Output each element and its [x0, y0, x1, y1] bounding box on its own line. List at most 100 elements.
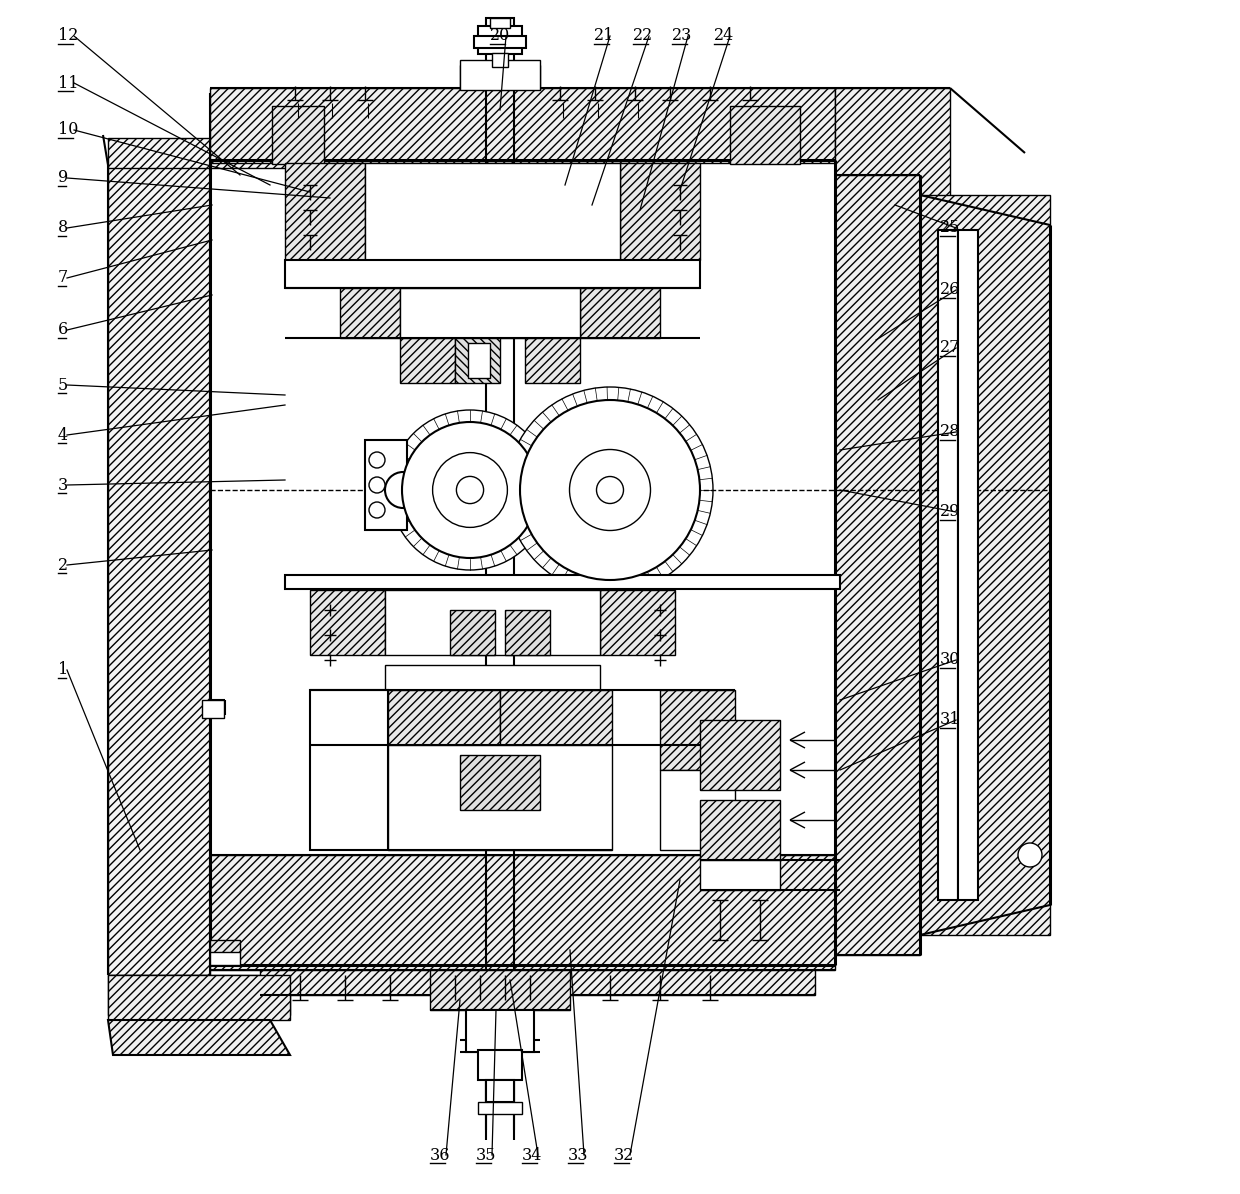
Text: 35: 35 — [476, 1146, 496, 1163]
Bar — [210, 88, 835, 164]
Circle shape — [402, 421, 538, 558]
Bar — [525, 338, 580, 383]
Text: 22: 22 — [632, 27, 653, 44]
Text: 20: 20 — [490, 27, 510, 44]
Bar — [384, 665, 600, 690]
Bar — [272, 106, 324, 164]
Text: 12: 12 — [58, 27, 78, 44]
Bar — [959, 230, 978, 900]
Bar — [260, 970, 815, 995]
Text: 8: 8 — [58, 220, 68, 236]
Bar — [210, 855, 835, 970]
Bar — [490, 18, 510, 27]
Text: 36: 36 — [430, 1146, 450, 1163]
Text: 26: 26 — [940, 282, 960, 298]
Bar — [108, 139, 310, 168]
Bar — [108, 975, 290, 1020]
Bar — [460, 60, 539, 90]
Text: 11: 11 — [58, 74, 78, 92]
Bar — [285, 576, 839, 589]
Circle shape — [391, 410, 551, 570]
Bar — [108, 975, 290, 1015]
Text: 25: 25 — [940, 220, 960, 236]
Bar — [310, 690, 388, 850]
Bar — [701, 800, 780, 860]
Bar — [730, 106, 800, 164]
Bar — [310, 590, 384, 656]
Bar — [937, 230, 959, 900]
Bar — [477, 1050, 522, 1081]
Text: 33: 33 — [568, 1146, 589, 1163]
Bar — [384, 590, 600, 656]
Text: 4: 4 — [58, 426, 68, 443]
Text: 31: 31 — [940, 712, 961, 728]
Text: 10: 10 — [58, 122, 78, 139]
Bar — [920, 195, 1050, 935]
Bar — [660, 690, 735, 770]
Bar — [285, 164, 365, 260]
Bar — [835, 176, 920, 955]
Bar — [210, 950, 241, 965]
Bar — [285, 260, 701, 288]
Bar — [401, 338, 455, 383]
Circle shape — [520, 400, 701, 580]
Circle shape — [456, 476, 484, 504]
Bar — [620, 164, 701, 260]
Circle shape — [370, 453, 384, 468]
Text: 23: 23 — [672, 27, 692, 44]
Circle shape — [1018, 843, 1042, 867]
Bar — [492, 53, 508, 67]
Bar — [660, 770, 735, 850]
Bar — [202, 700, 224, 718]
Bar — [474, 36, 526, 48]
Text: 29: 29 — [940, 504, 960, 521]
Bar — [460, 755, 539, 810]
Text: 7: 7 — [58, 270, 68, 287]
Circle shape — [384, 472, 422, 507]
Text: 9: 9 — [58, 170, 68, 186]
Circle shape — [370, 501, 384, 518]
Bar — [580, 288, 660, 338]
Text: 3: 3 — [58, 476, 68, 493]
Bar — [466, 1010, 534, 1052]
Text: 2: 2 — [58, 556, 68, 573]
Text: 28: 28 — [940, 424, 960, 441]
Bar — [365, 164, 620, 260]
Bar — [340, 288, 401, 338]
Bar — [455, 338, 500, 383]
Circle shape — [433, 453, 507, 528]
Bar — [701, 720, 780, 790]
Text: 32: 32 — [614, 1146, 635, 1163]
Bar — [210, 940, 241, 952]
Text: 6: 6 — [58, 321, 68, 339]
Bar — [401, 288, 580, 338]
Bar — [486, 18, 515, 90]
Text: 27: 27 — [940, 339, 960, 357]
Text: 24: 24 — [714, 27, 734, 44]
Bar — [388, 690, 500, 745]
Text: 30: 30 — [940, 652, 960, 669]
Bar — [430, 970, 570, 1010]
Bar — [477, 1102, 522, 1114]
Polygon shape — [108, 1020, 290, 1055]
Circle shape — [596, 476, 624, 504]
Bar — [500, 690, 613, 745]
Circle shape — [507, 387, 713, 593]
Text: 5: 5 — [58, 376, 68, 394]
Text: 34: 34 — [522, 1146, 542, 1163]
Bar — [477, 26, 522, 54]
Bar — [486, 1081, 515, 1102]
Bar — [388, 745, 613, 850]
Bar — [701, 860, 780, 890]
Bar — [505, 610, 551, 656]
Circle shape — [370, 476, 384, 493]
Bar — [108, 165, 210, 975]
Circle shape — [569, 449, 651, 530]
Text: 21: 21 — [594, 27, 614, 44]
Bar — [365, 441, 407, 530]
Bar — [467, 343, 490, 378]
Bar — [600, 590, 675, 656]
Bar — [835, 88, 950, 219]
Text: 1: 1 — [58, 661, 68, 678]
Bar — [450, 610, 495, 656]
